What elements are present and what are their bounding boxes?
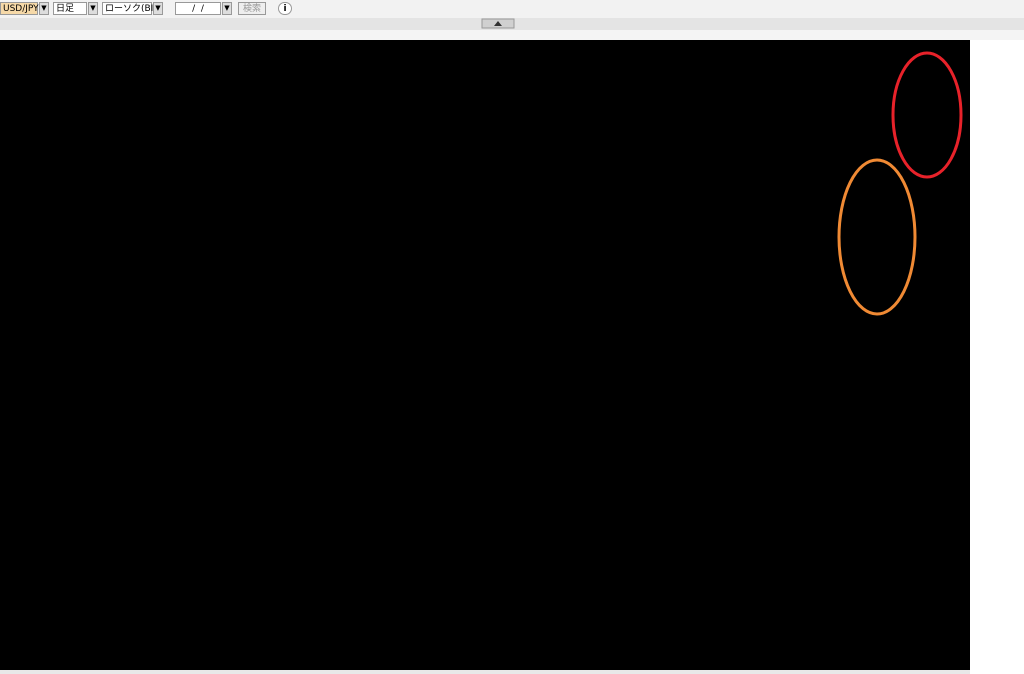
price-axis-panel: [970, 40, 1024, 674]
dropdown-arrow[interactable]: ▼: [153, 2, 163, 15]
date-input[interactable]: / /: [175, 2, 221, 15]
dropdown-arrow[interactable]: ▼: [222, 2, 232, 15]
highlight-circle: [891, 51, 963, 179]
dropdown-arrow[interactable]: ▼: [39, 2, 49, 15]
highlight-circle: [837, 158, 917, 316]
dropdown-arrow[interactable]: ▼: [88, 2, 98, 15]
date-axis-band: [0, 30, 1024, 40]
plot-area: [0, 40, 970, 670]
collapse-icon: [494, 21, 502, 26]
info-button[interactable]: i: [278, 2, 292, 15]
period-select[interactable]: 日足: [53, 2, 87, 15]
chart: [0, 18, 1024, 674]
symbol-select[interactable]: USD/JPY: [0, 2, 39, 15]
toolbar: USD/JPY ▼ 日足 ▼ ローソク(BID) ▼ / / ▼ 検索 i: [0, 0, 1024, 19]
chart-type-select[interactable]: ローソク(BID): [102, 2, 164, 15]
search-button[interactable]: 検索: [238, 2, 266, 15]
